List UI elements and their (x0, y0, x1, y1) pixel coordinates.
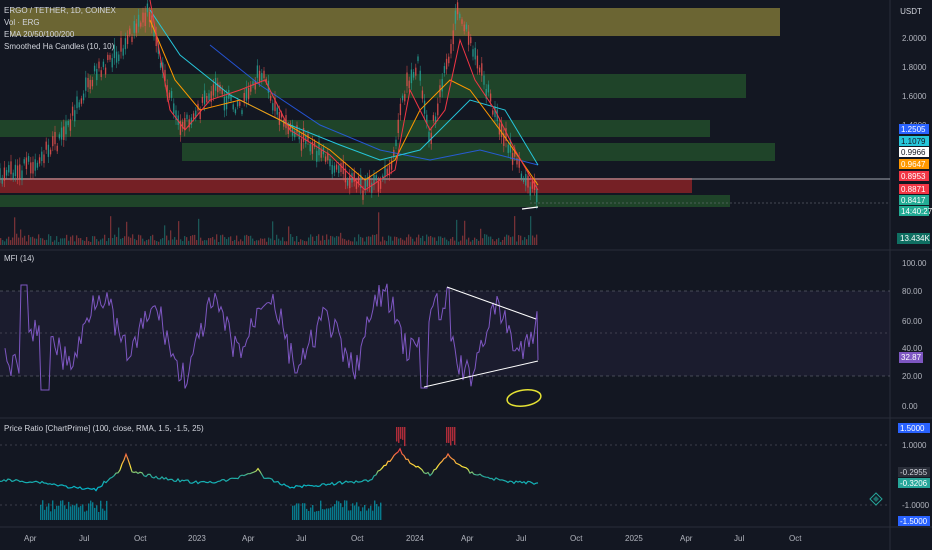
price-tag-label: 1.1079 (901, 137, 926, 146)
ema-100-line (149, 9, 539, 166)
price-axis-label: 1.8000 (902, 63, 927, 72)
price-tag-label: 0.8871 (901, 185, 926, 194)
price-tag-label: 0.8953 (901, 172, 926, 181)
mfi-axis-label: 20.00 (902, 372, 923, 381)
time-axis-label: 2024 (406, 534, 424, 543)
resistance-zone (0, 178, 692, 193)
time-axis-label: Jul (516, 534, 526, 543)
mfi-value-tag: 32.87 (899, 352, 923, 363)
time-axis-label: 2025 (625, 534, 643, 543)
ratio-tag: 1.5000 (898, 423, 930, 433)
ratio-extreme-bars (40, 427, 456, 520)
price-tag-label: 0.9966 (901, 148, 926, 157)
legend-ha: Smoothed Ha Candles (10, 10) (4, 42, 115, 51)
currency-label[interactable]: USDT (900, 7, 922, 16)
ema-50-line (149, 19, 539, 186)
mfi-axis-label: 60.00 (902, 317, 923, 326)
ratio-tag: -0.2955 (898, 467, 930, 477)
mfi-axis-label: 40.00 (902, 344, 923, 353)
demand-zone-2 (0, 120, 710, 137)
demand-zone-4 (0, 195, 730, 207)
mfi-axis-label: 100.00 (902, 259, 927, 268)
price-tag: 1.2505 (899, 124, 929, 134)
mfi-axis-label: 0.00 (902, 402, 918, 411)
mfi-triangle-upper (446, 286, 537, 320)
price-tag-label: 1.2505 (901, 125, 926, 134)
price-tag: 0.8871 (899, 184, 929, 194)
time-axis-label: Apr (461, 534, 474, 543)
volume-tag: 13.434K (897, 233, 930, 244)
time-axis-label: Jul (79, 534, 89, 543)
wedge-bottom (521, 206, 539, 210)
time-axis-label: Jul (296, 534, 306, 543)
time-axis-label: 2023 (188, 534, 206, 543)
mfi-value-label: 32.87 (901, 353, 922, 362)
annotation-circle (506, 388, 542, 408)
volume-bars (0, 212, 538, 245)
ratio-axis-label: -1.0000 (902, 501, 930, 510)
price-tag: 0.9966 (899, 147, 929, 157)
price-tag: 0.8417 (899, 195, 929, 205)
time-axis-label: Oct (351, 534, 364, 543)
price-tag: 1.1079 (899, 136, 929, 146)
ratio-tag-label: -0.3206 (900, 479, 928, 488)
ratio-tag-label: 1.5000 (900, 424, 925, 433)
volume-tag-label: 13.434K (900, 234, 930, 243)
price-tag: 0.9647 (899, 159, 929, 169)
ema-20-line (149, 0, 539, 191)
ratio-tag-label: -1.5000 (900, 517, 928, 526)
ratio-tag: -1.5000 (898, 516, 930, 526)
time-axis-label: Oct (789, 534, 802, 543)
ratio-axis-label: 1.0000 (902, 441, 927, 450)
legend-mfi: MFI (14) (4, 254, 35, 263)
ema-200-line (209, 44, 539, 166)
legend-ema: EMA 20/50/100/200 (4, 30, 75, 39)
time-axis-label: Apr (242, 534, 255, 543)
mfi-line (4, 283, 539, 391)
time-axis-label: Jul (734, 534, 744, 543)
time-axis-label: Apr (24, 534, 37, 543)
price-tag-label: 0.8417 (901, 196, 926, 205)
price-tag-label: 0.9647 (901, 160, 926, 169)
time-axis-label: Apr (680, 534, 693, 543)
price-tag: 14:40:27 (899, 206, 932, 216)
time-axis-label: Oct (134, 534, 147, 543)
mfi-triangle-lower (423, 360, 539, 388)
mfi-axis-label: 80.00 (902, 287, 923, 296)
demand-zone-1 (88, 74, 746, 98)
time-axis-label: Oct (570, 534, 583, 543)
demand-zone-3 (182, 143, 775, 161)
price-axis-label: 2.0000 (902, 34, 927, 43)
ratio-tag: -0.3206 (898, 478, 930, 488)
price-axis-label: 1.6000 (902, 92, 927, 101)
price-ratio-line (0, 447, 539, 492)
legend-price-ratio: Price Ratio [ChartPrime] (100, close, RM… (4, 424, 204, 433)
ratio-tag-label: -0.2955 (900, 468, 928, 477)
legend-volume: Vol · ERG (4, 18, 40, 27)
price-tag-label: 14:40:27 (901, 207, 932, 216)
supply-zone (10, 8, 780, 36)
price-tag: 0.8953 (899, 171, 929, 181)
diamond-icon[interactable] (869, 492, 883, 506)
price-candles (0, 0, 538, 210)
legend-symbol: ERGO / TETHER, 1D, COINEX (4, 6, 116, 15)
